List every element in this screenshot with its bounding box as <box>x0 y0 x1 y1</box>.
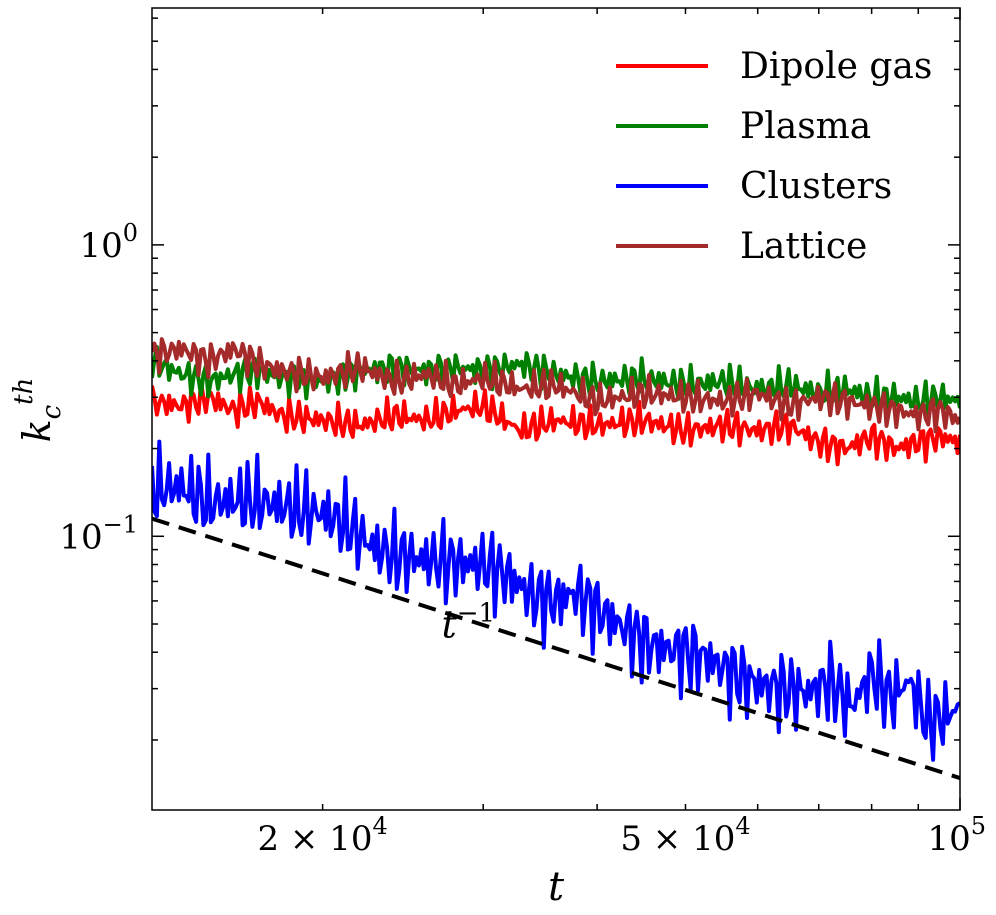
legend-label: Plasma <box>740 106 871 147</box>
x-axis-title: t <box>548 864 565 910</box>
legend-label: Clusters <box>740 166 892 207</box>
legend: Dipole gas Plasma Clusters Lattice <box>616 46 932 267</box>
legend-label: Lattice <box>740 226 867 267</box>
legend-label: Dipole gas <box>740 46 932 87</box>
series-line-t-1-reference <box>152 516 960 781</box>
y-tick-label: 100 <box>79 219 138 266</box>
series-line-plasma <box>152 345 960 418</box>
axis-labels: t−1 2 × 104 5 × 104 105 100 10−1 t kcth <box>9 219 986 910</box>
x-tick-label: 5 × 104 <box>620 812 750 859</box>
series-line-clusters <box>152 439 960 762</box>
plot-area <box>152 337 960 781</box>
series-line-dipole-gas <box>152 380 960 467</box>
series-line-lattice <box>152 337 960 434</box>
y-axis-title: kcth <box>9 378 67 443</box>
plot-frame <box>151 7 961 811</box>
x-tick-label: 2 × 104 <box>257 812 387 859</box>
x-tick-label: 105 <box>927 812 986 859</box>
y-tick-label: 10−1 <box>59 510 138 557</box>
annotation-label: t−1 <box>441 598 495 646</box>
axis-ticks <box>152 8 961 810</box>
